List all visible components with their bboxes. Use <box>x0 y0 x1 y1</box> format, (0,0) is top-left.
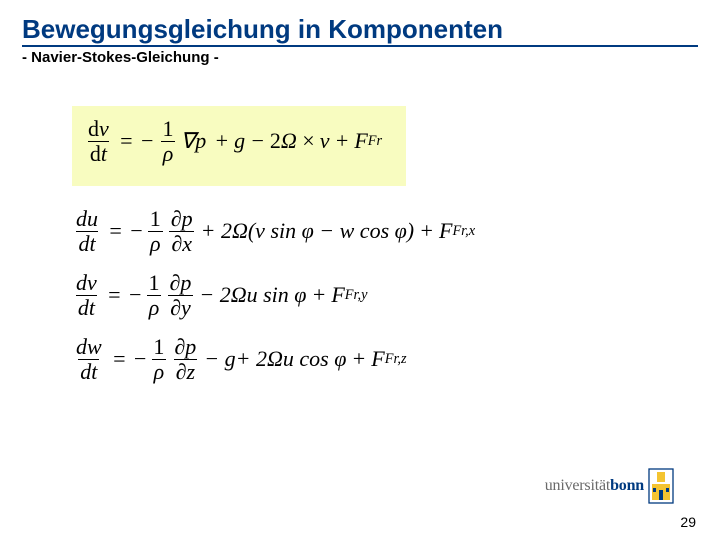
logo-bold: bonn <box>610 477 644 494</box>
eq-w-coriolis: + 2Ωu cos φ <box>236 346 347 372</box>
eq-w-friction: F <box>371 346 384 372</box>
equation-v: dv dt = − 1ρ ∂p∂y − 2Ωu sin φ + FFr,y <box>72 268 720 322</box>
eq-u-friction-sub: Fr,x <box>452 223 475 240</box>
eq-v-friction: F <box>331 282 344 308</box>
eq-v-coriolis: − 2Ωu sin φ <box>199 282 306 308</box>
equation-u: du dt = − 1ρ ∂p∂x + 2Ω(v sin φ − w cos φ… <box>72 204 720 258</box>
eq-u-lhs-den: dt <box>78 231 95 256</box>
university-logo: universitätbonn <box>545 468 674 504</box>
equation-w: dw dt = − 1ρ ∂p∂z − g + 2Ωu cos φ + FFr,… <box>72 332 720 386</box>
eq-u-friction: F <box>439 218 452 244</box>
page-subtitle: - Navier-Stokes-Gleichung - <box>22 49 698 66</box>
eq-v-friction-sub: Fr,y <box>345 287 368 304</box>
eq-v-lhs-num: dv <box>76 270 97 295</box>
eq-u-coriolis: + 2Ω(v sin φ − w cos φ) <box>201 218 415 244</box>
equations-area: dv dt = − 1 ρ ∇p + g − 2Ω × v + FFr du d… <box>72 106 720 386</box>
eq-w-lhs-den: dt <box>80 359 97 384</box>
vector-equation: dv dt = − 1 ρ ∇p + g − 2Ω × v + FFr <box>72 106 406 186</box>
page-title: Bewegungsgleichung in Komponenten <box>22 14 698 47</box>
eq-w-gravity: − g <box>204 346 235 372</box>
eq-u-lhs-num: du <box>76 206 98 231</box>
castle-icon <box>648 468 674 504</box>
eq-v-lhs-den: dt <box>78 295 95 320</box>
title-block: Bewegungsgleichung in Komponenten - Navi… <box>0 0 720 70</box>
logo-prefix: universität <box>545 477 610 494</box>
eq-w-friction-sub: Fr,z <box>385 351 407 368</box>
page-number: 29 <box>680 514 696 530</box>
eq-w-lhs-num: dw <box>76 334 102 359</box>
